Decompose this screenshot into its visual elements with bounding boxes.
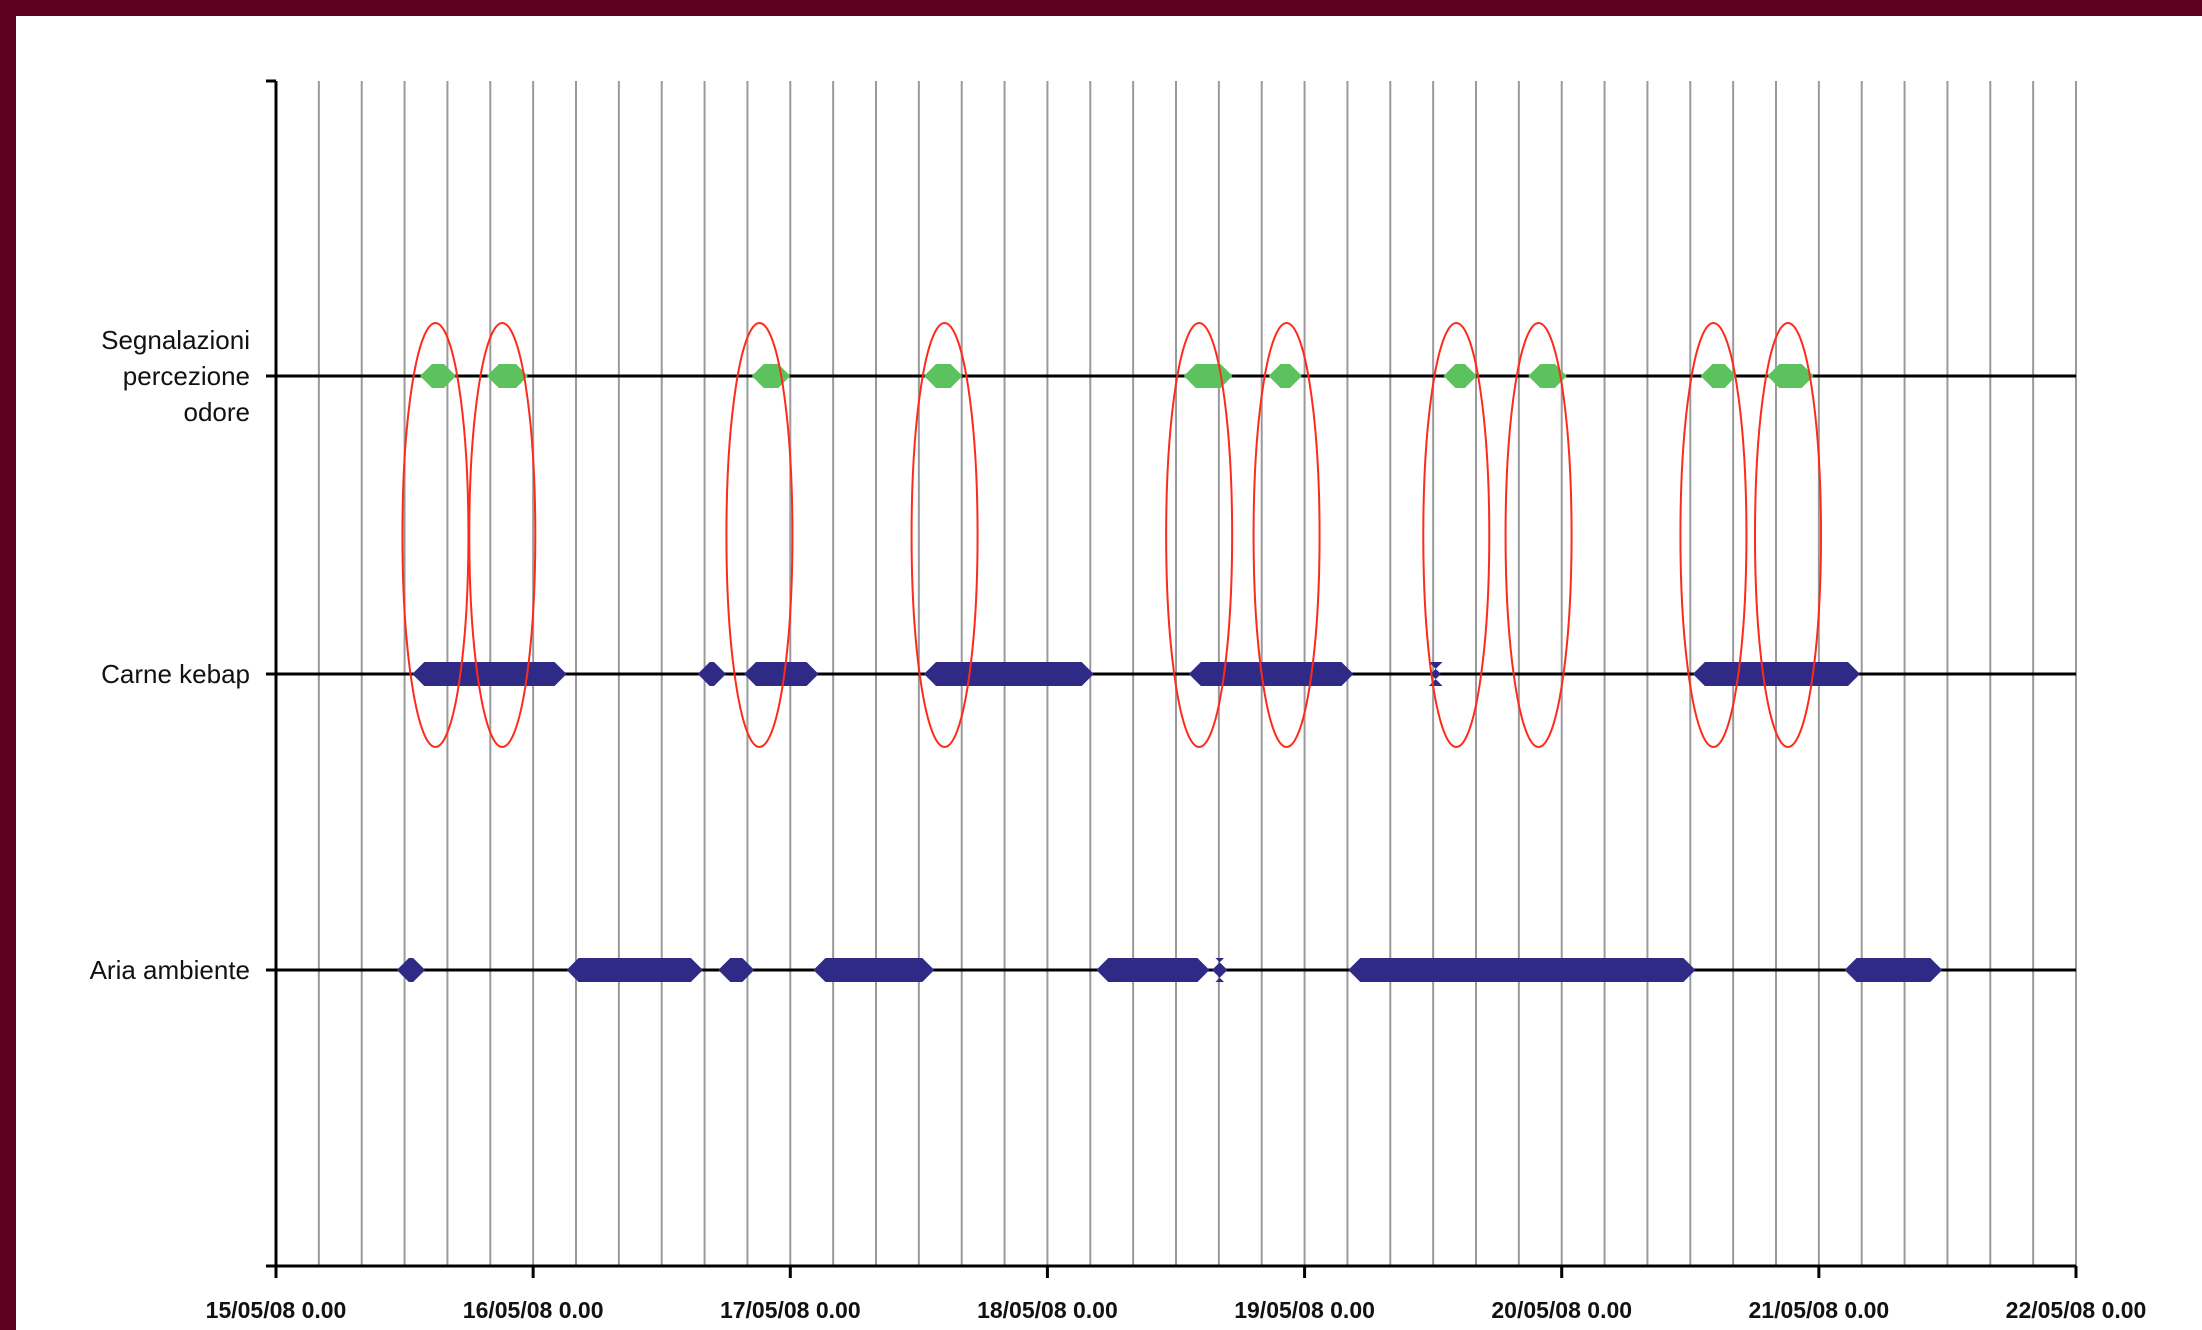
x-tick-label: 20/05/08 0.00 [1491,1297,1632,1323]
interval-bar [697,662,726,686]
interval-bar [1844,958,1943,982]
interval-bar [1443,364,1477,388]
x-tick-label: 16/05/08 0.00 [463,1297,604,1323]
chart-area: Segnalazioni percezione odore Carne kebap Ar… [16,16,2202,1330]
category-label: Aria ambiente [90,955,250,985]
interval-bar [1528,364,1567,388]
highlight-ellipses [401,322,1822,748]
category-labels: Segnalazioni percezione odore Carne kebap Ar… [90,325,250,985]
x-tick-label: 19/05/08 0.00 [1234,1297,1375,1323]
interval-bar [486,364,528,388]
highlight-ellipse [1679,322,1748,748]
interval-bar [1188,662,1354,686]
interval-bar [718,958,755,982]
highlight-ellipse [1422,322,1491,748]
interval-bar [1767,364,1814,388]
highlight-ellipse [468,322,537,748]
interval-bar [566,958,703,982]
x-tick-label: 18/05/08 0.00 [977,1297,1118,1323]
highlight-ellipse [910,322,979,748]
x-tick-label: 15/05/08 0.00 [206,1297,347,1323]
category-label: Carne kebap [101,659,250,689]
highlight-ellipse [1754,322,1822,748]
interval-bar [1268,364,1302,388]
interval-bar [1692,662,1860,686]
interval-bar [1183,364,1233,388]
x-tick-labels: 15/05/08 0.00 16/05/08 0.00 17/05/08 0.00 1… [206,1297,2147,1323]
interval-bar [813,958,935,982]
x-tick-label: 17/05/08 0.00 [720,1297,861,1323]
x-tick-label: 22/05/08 0.00 [2006,1297,2147,1323]
interval-bar [1700,364,1737,388]
interval-bar [420,364,456,388]
interval-bar [1348,958,1696,982]
highlight-ellipse [1504,322,1573,748]
highlight-ellipse [1165,322,1234,748]
interval-bar [924,662,1094,686]
category-label: odore [184,397,251,427]
interval-bar [1096,958,1210,982]
interval-bar [924,364,963,388]
interval-bar [751,364,791,388]
interval-bar [396,958,426,982]
highlight-ellipse [725,322,794,748]
interval-bar [744,662,819,686]
highlight-ellipse [1252,322,1321,748]
interval-bar [412,662,567,686]
category-label: Segnalazioni [101,325,250,355]
x-tick-label: 21/05/08 0.00 [1749,1297,1890,1323]
timeline-chart: Segnalazioni percezione odore Carne kebap Ar… [90,79,2147,1323]
interval-bar [1212,958,1228,982]
interval-bar [1428,662,1443,686]
category-label: percezione [123,361,250,391]
